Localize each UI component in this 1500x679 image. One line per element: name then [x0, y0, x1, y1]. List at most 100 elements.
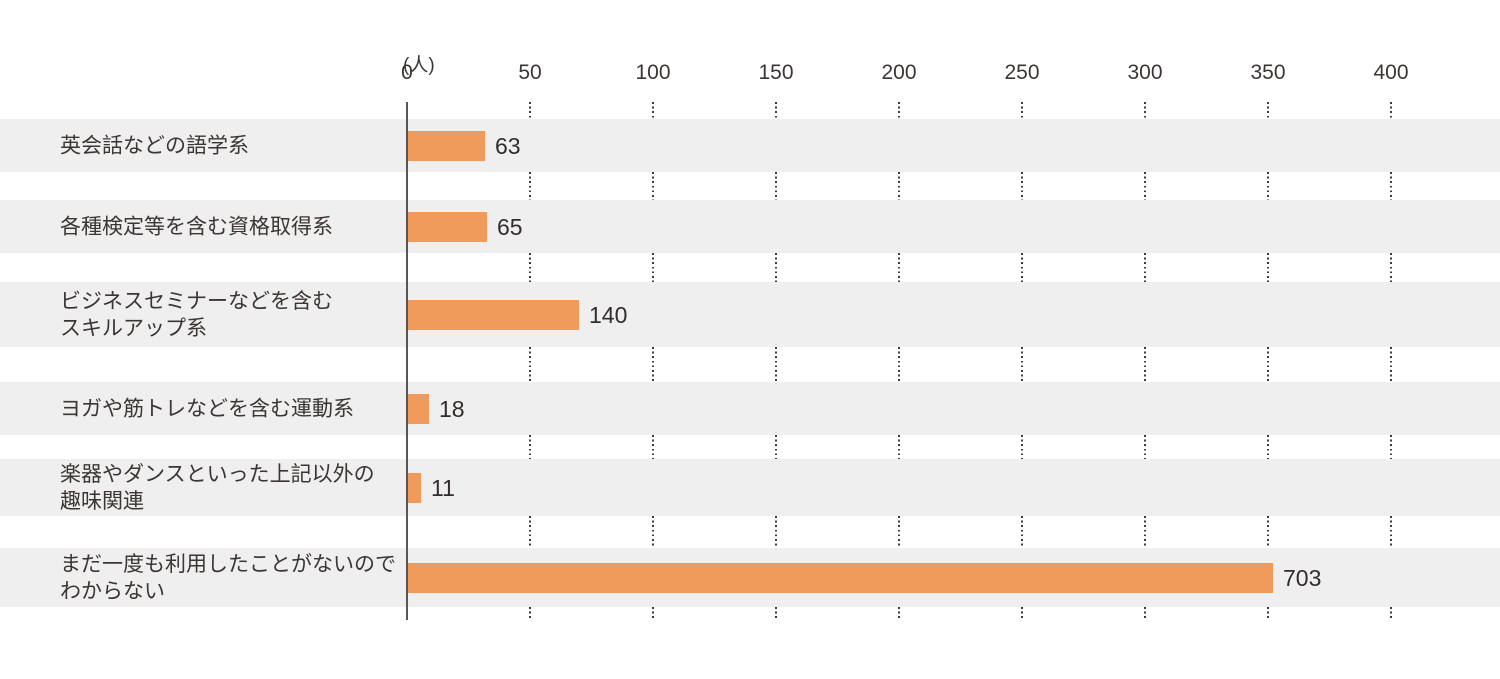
category-label-line: 英会話などの語学系 [60, 134, 249, 157]
gridline-dotted [529, 253, 531, 282]
gridline-dotted [652, 607, 654, 620]
category-label: 各種検定等を含む資格取得系 [60, 213, 405, 240]
y-axis-line [406, 102, 408, 620]
category-label-line: 楽器やダンスといった上記以外の [60, 462, 375, 486]
gridline-dotted [775, 347, 777, 382]
gridline-dotted [1267, 102, 1269, 119]
gridline-dotted [898, 253, 900, 282]
bar [407, 472, 421, 503]
value-label: 11 [431, 474, 455, 501]
gridline-dotted [898, 102, 900, 119]
gridline-dotted [1021, 102, 1023, 119]
bar [407, 393, 429, 424]
x-tick-label: 50 [518, 61, 542, 84]
gridline-dotted [898, 607, 900, 620]
gridline-dotted [652, 435, 654, 459]
x-tick-label: 400 [1373, 61, 1409, 84]
axis-unit-label: (人) [403, 55, 435, 76]
row-band [0, 459, 1500, 516]
gridline-dotted [898, 347, 900, 382]
gridline-dotted [898, 516, 900, 548]
category-label: 英会話などの語学系 [60, 132, 405, 159]
row-band [0, 200, 1500, 253]
category-label-line: まだ一度も利用したことがないので [60, 552, 396, 576]
row-band [0, 382, 1500, 435]
gridline-dotted [529, 102, 531, 119]
category-label: ビジネスセミナーなどを含む スキルアップ系 [60, 288, 405, 342]
category-label-line: ビジネスセミナーなどを含む [60, 289, 333, 313]
x-tick-label: 100 [635, 61, 671, 84]
category-label: まだ一度も利用したことがないので わからない [60, 551, 405, 605]
gridline-dotted [1144, 253, 1146, 282]
x-tick-label: 150 [758, 61, 794, 84]
gridline-dotted [1390, 607, 1392, 620]
gridline-dotted [898, 435, 900, 459]
category-label: ヨガや筋トレなどを含む運動系 [60, 395, 405, 422]
bar [407, 562, 1273, 593]
gridline-dotted [1390, 516, 1392, 548]
gridline-dotted [529, 607, 531, 620]
bar [407, 299, 579, 330]
gridline-dotted [1021, 435, 1023, 459]
value-label: 18 [439, 395, 465, 422]
category-label-line: スキルアップ系 [60, 316, 207, 340]
gridline-dotted [1390, 347, 1392, 382]
category-label-line: 趣味関連 [60, 489, 144, 513]
gridline-dotted [1021, 607, 1023, 620]
gridline-dotted [1390, 102, 1392, 119]
gridline-dotted [1390, 253, 1392, 282]
gridline-dotted [529, 172, 531, 200]
gridline-dotted [1390, 172, 1392, 200]
row-band [0, 119, 1500, 172]
gridline-dotted [1267, 516, 1269, 548]
gridline-dotted [652, 516, 654, 548]
gridline-dotted [1144, 607, 1146, 620]
gridline-dotted [652, 347, 654, 382]
gridline-dotted [1390, 435, 1392, 459]
value-label: 65 [497, 213, 523, 240]
gridline-dotted [1267, 607, 1269, 620]
value-label: 703 [1283, 564, 1322, 591]
gridline-dotted [775, 172, 777, 200]
x-tick-label: 350 [1250, 61, 1286, 84]
category-label: 楽器やダンスといった上記以外の 趣味関連 [60, 461, 405, 515]
gridline-dotted [652, 253, 654, 282]
value-label: 63 [495, 132, 521, 159]
gridline-dotted [529, 435, 531, 459]
gridline-dotted [1267, 435, 1269, 459]
bar [407, 130, 485, 161]
bar [407, 211, 487, 242]
gridline-dotted [898, 172, 900, 200]
gridline-dotted [1144, 102, 1146, 119]
x-tick-label: 250 [1004, 61, 1040, 84]
gridline-dotted [775, 253, 777, 282]
row-band [0, 282, 1500, 347]
gridline-dotted [775, 607, 777, 620]
gridline-dotted [652, 102, 654, 119]
gridline-dotted [1267, 347, 1269, 382]
gridline-dotted [775, 435, 777, 459]
gridline-dotted [1144, 347, 1146, 382]
gridline-dotted [1144, 172, 1146, 200]
gridline-dotted [529, 516, 531, 548]
gridline-dotted [775, 516, 777, 548]
gridline-dotted [1144, 435, 1146, 459]
gridline-dotted [652, 172, 654, 200]
gridline-dotted [1021, 172, 1023, 200]
gridline-dotted [775, 102, 777, 119]
x-tick-label: 0 [401, 61, 413, 84]
gridline-dotted [1021, 347, 1023, 382]
gridline-dotted [1021, 253, 1023, 282]
gridline-dotted [1144, 516, 1146, 548]
gridline-dotted [1021, 516, 1023, 548]
gridline-dotted [1267, 172, 1269, 200]
x-tick-label: 300 [1127, 61, 1163, 84]
gridline-dotted [529, 347, 531, 382]
category-label-line: ヨガや筋トレなどを含む運動系 [60, 397, 354, 420]
gridline-dotted [1267, 253, 1269, 282]
x-tick-label: 200 [881, 61, 917, 84]
category-label-line: わからない [60, 579, 165, 603]
category-label-line: 各種検定等を含む資格取得系 [60, 215, 333, 238]
value-label: 140 [589, 301, 628, 328]
